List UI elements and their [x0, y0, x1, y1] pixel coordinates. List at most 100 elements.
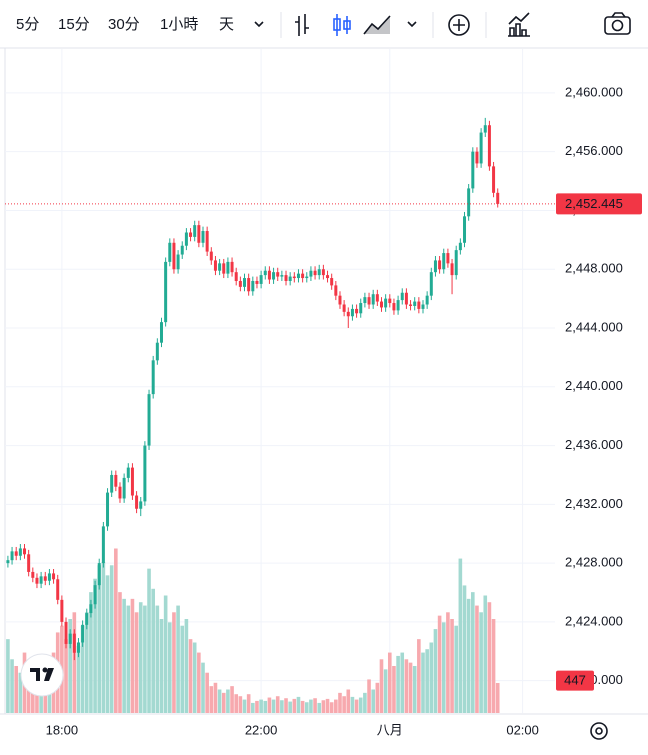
candle-body: [367, 297, 371, 305]
candle-body: [338, 295, 342, 305]
candle-style-icon[interactable]: [333, 14, 351, 36]
candle-body: [176, 254, 180, 270]
volume-bar: [412, 666, 417, 713]
candle-body: [350, 308, 354, 317]
volume-bar: [47, 679, 52, 713]
volume-bar: [205, 672, 209, 713]
volume-bar: [446, 612, 450, 713]
volume-bar: [400, 652, 405, 713]
settings-icon[interactable]: [590, 722, 608, 740]
candle-body: [487, 125, 491, 167]
candle-body: [263, 270, 267, 276]
volume-bar: [421, 652, 425, 713]
volume-bar: [143, 605, 147, 713]
interval-button[interactable]: 30分: [108, 16, 140, 33]
candle-body: [130, 467, 134, 496]
indicator-add-icon[interactable]: [448, 14, 470, 36]
volume-bar: [221, 692, 226, 713]
candle-body: [180, 245, 184, 255]
candle-body: [247, 278, 251, 292]
volume-bar: [387, 652, 392, 713]
volume-bar: [197, 652, 201, 713]
volume-bar: [68, 619, 72, 713]
volume-bar: [491, 619, 496, 713]
candle-body: [139, 501, 143, 509]
candle-body: [18, 548, 22, 556]
candle-body: [106, 492, 110, 527]
interval-button[interactable]: 天: [219, 16, 234, 33]
volume-bar: [487, 602, 492, 713]
volume-bar: [288, 701, 292, 713]
candle-body: [197, 225, 201, 243]
candle-body: [359, 303, 363, 314]
candle-body: [479, 132, 483, 164]
interval-button[interactable]: 15分: [58, 16, 90, 33]
volume-bar: [167, 622, 172, 713]
volume-bar: [130, 598, 135, 713]
volume-bar: [292, 698, 297, 713]
volume-bar: [309, 699, 313, 713]
candle-body: [23, 548, 27, 555]
snapshot-icon[interactable]: [604, 12, 631, 35]
volume-bar: [176, 605, 180, 713]
candle-body: [155, 342, 159, 361]
volume-bar: [14, 666, 19, 713]
volume-bar: [475, 605, 479, 713]
candle-body: [64, 621, 68, 644]
volume-bar: [329, 702, 334, 713]
volume-bar: [454, 625, 459, 713]
volume-bar: [338, 692, 342, 713]
candle-body: [471, 151, 475, 189]
y-tick-label: 2,428.000: [565, 555, 623, 570]
candle-body: [101, 526, 105, 564]
volume-bar: [379, 659, 384, 713]
volume-bar: [151, 588, 155, 713]
candle-body: [267, 270, 271, 280]
y-tick-label: 2,444.000: [565, 319, 623, 334]
candle-body: [483, 125, 487, 133]
last-price-badge: [556, 193, 642, 215]
bar-style-icon[interactable]: [295, 14, 309, 36]
volume-bar: [321, 700, 326, 713]
volume-bar: [118, 592, 122, 713]
volume-bar: [126, 605, 131, 713]
volume-bar: [238, 696, 243, 713]
interval-button[interactable]: 5分: [16, 16, 39, 33]
volume-badge: [556, 670, 594, 691]
candle-body: [467, 188, 471, 217]
candle-body: [296, 273, 300, 279]
candle-body: [388, 298, 392, 304]
candle-body: [421, 304, 425, 309]
candle-body: [147, 394, 151, 446]
volume-bar: [350, 696, 355, 713]
candle-body: [209, 251, 213, 261]
interval-dropdown[interactable]: [254, 21, 264, 28]
volume-bar: [101, 561, 106, 713]
candle-body: [251, 280, 255, 292]
volume-bar: [188, 639, 193, 713]
candle-body: [475, 151, 479, 164]
volume-bar: [226, 689, 230, 713]
volume-bar: [109, 565, 114, 713]
candle-body: [321, 269, 325, 276]
area-style-icon[interactable]: [363, 15, 391, 35]
candle-body: [205, 231, 209, 252]
candle-body: [189, 232, 193, 237]
volume-bar: [408, 662, 413, 713]
volume-bar: [122, 598, 126, 713]
volume-bar: [354, 699, 359, 713]
volume-bar: [180, 625, 185, 713]
candle-body: [396, 300, 400, 311]
volume-bar: [346, 689, 351, 713]
candle-body: [463, 216, 467, 243]
candle-body: [346, 311, 350, 317]
candle-body: [433, 260, 437, 273]
candle-body: [425, 295, 429, 305]
style-dropdown[interactable]: [407, 21, 417, 28]
candle-body: [392, 303, 396, 311]
candle-body: [272, 272, 276, 280]
compare-icon[interactable]: [508, 12, 530, 37]
candle-body: [301, 273, 305, 279]
interval-button[interactable]: 1小時: [160, 16, 198, 33]
candle-body: [326, 275, 330, 279]
